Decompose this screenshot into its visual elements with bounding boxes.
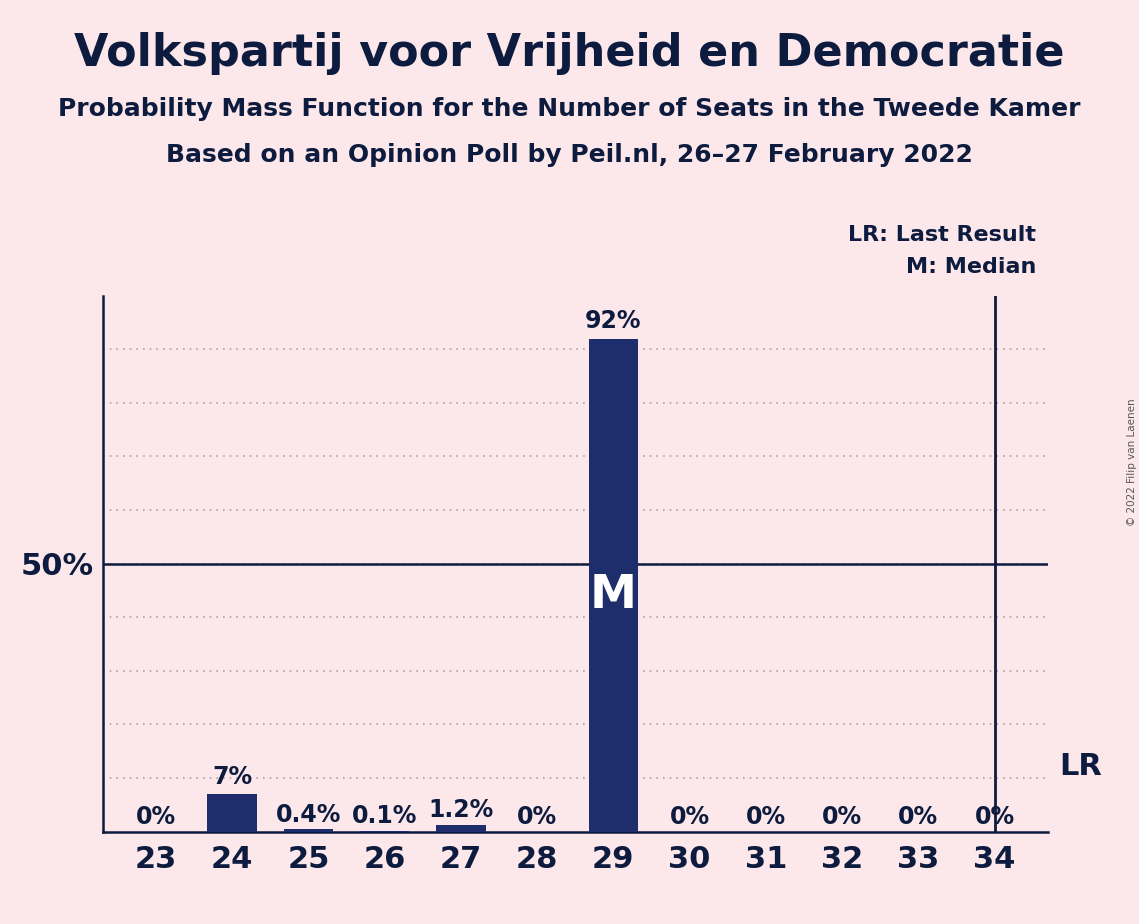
Text: M: Median: M: Median <box>907 257 1036 277</box>
Text: LR: LR <box>1059 752 1103 782</box>
Text: 0.1%: 0.1% <box>352 805 417 829</box>
Text: 0%: 0% <box>517 805 557 829</box>
Text: 0%: 0% <box>822 805 862 829</box>
Bar <box>436 825 485 832</box>
Text: 7%: 7% <box>212 765 252 789</box>
Text: Volkspartij voor Vrijheid en Democratie: Volkspartij voor Vrijheid en Democratie <box>74 32 1065 76</box>
Text: 0%: 0% <box>975 805 1015 829</box>
Text: 0%: 0% <box>899 805 939 829</box>
Text: Probability Mass Function for the Number of Seats in the Tweede Kamer: Probability Mass Function for the Number… <box>58 97 1081 121</box>
Text: M: M <box>590 573 637 618</box>
Text: © 2022 Filip van Laenen: © 2022 Filip van Laenen <box>1126 398 1137 526</box>
Bar <box>284 830 333 832</box>
Text: 0.4%: 0.4% <box>276 803 341 827</box>
Text: 0%: 0% <box>670 805 710 829</box>
Text: 92%: 92% <box>585 310 641 334</box>
Text: 0%: 0% <box>136 805 175 829</box>
Bar <box>207 794 257 832</box>
Bar <box>589 338 638 832</box>
Text: LR: Last Result: LR: Last Result <box>849 225 1036 245</box>
Text: 0%: 0% <box>746 805 786 829</box>
Text: 1.2%: 1.2% <box>428 798 493 822</box>
Text: Based on an Opinion Poll by Peil.nl, 26–27 February 2022: Based on an Opinion Poll by Peil.nl, 26–… <box>166 143 973 167</box>
